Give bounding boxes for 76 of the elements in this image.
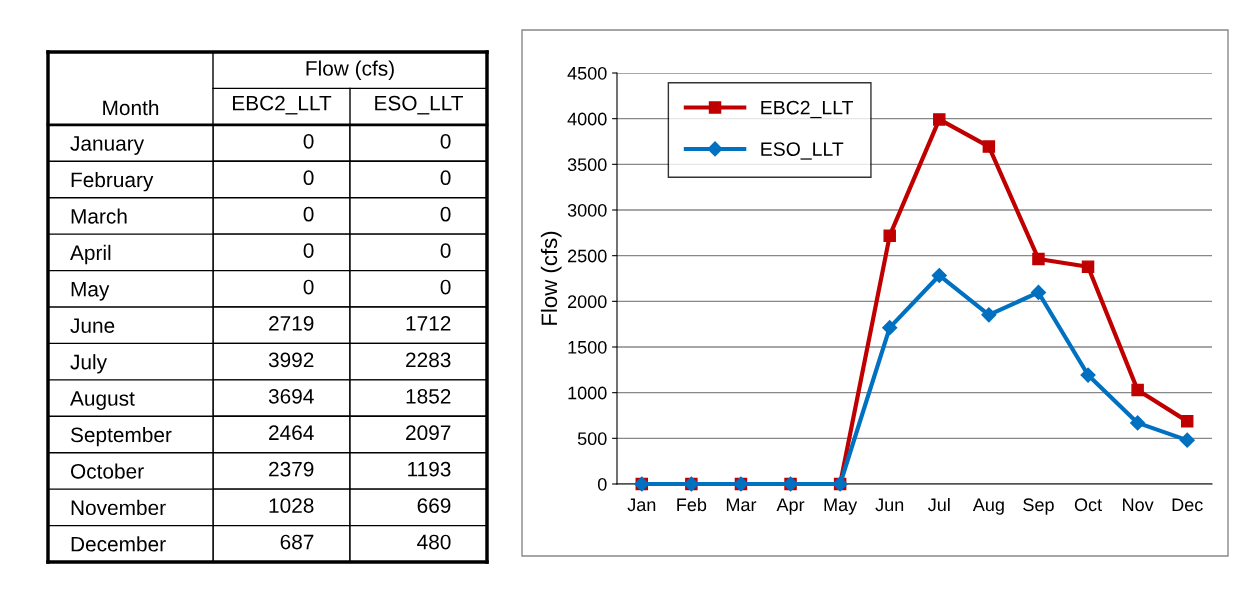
data-label: 0 [440,243,451,258]
point [1080,367,1096,383]
point [882,320,898,336]
x-tick-label: Nov [1123,498,1154,512]
data-label: 687 [280,534,314,550]
x-tick-label: Oct [1074,498,1102,512]
x-tick-label: Sep [1023,498,1054,515]
y-tick-label: 500 [577,432,607,446]
legend-label: ESO_LLT [761,142,844,160]
point [933,113,946,126]
y-tick-label: February [71,171,154,192]
data-label: 669 [417,498,451,513]
data-label: 480 [417,534,451,550]
point [883,229,896,242]
y-tick-label: 4000 [567,112,607,126]
y-tick-label: 3500 [567,158,607,172]
y-tick-label: July [70,354,108,374]
y-tick-label: March [71,208,127,224]
data-label: 1193 [408,461,451,477]
point [1131,383,1144,397]
y-tick-label: December [71,536,166,552]
point [1030,284,1047,301]
y-tick-label: January [70,136,145,155]
y-tick-label: June [70,318,115,333]
x-tick-label: May [824,498,858,515]
x-tick-label: Mar [726,498,757,512]
data-label: 0 [440,279,451,295]
data-label: 2464 [269,425,314,441]
data-label: 0 [303,133,314,149]
x-tick-label: Jun [875,498,904,512]
data-label: 1028 [269,498,314,513]
x-tick-label: Apr [776,498,805,515]
data-label: 0 [303,170,314,186]
point [1081,260,1095,273]
data-label: 0 [440,206,451,222]
data-label: 3694 [268,388,314,404]
y-tick-label: 1000 [568,386,607,400]
data-label: 0 [440,133,451,149]
y-tick-label: May [71,282,110,301]
y-tick-label: November [71,499,166,516]
y-axis-title: Flow (cfs) [540,231,562,325]
data-label: 0 [303,243,314,258]
x-tick-label: Aug [972,498,1004,515]
x-tick-label: Jan [627,498,656,512]
x-tick-label: Feb [677,497,707,512]
data-label: 2719 [269,316,314,331]
point [931,267,947,284]
y-tick-label: 1500 [568,340,607,354]
data-label: 0 [303,279,314,295]
y-tick-label: 4500 [567,66,607,80]
y-tick-label: October [70,463,144,479]
point [982,140,996,153]
point [981,307,997,323]
y-tick-label: 0 [597,477,607,491]
y-tick-label: August [70,391,135,410]
x-tick-label: Dec [1172,498,1203,512]
y-axis-title: Month [103,99,159,116]
y-tick-label: 3000 [567,203,607,217]
x-tick-label: Jul [928,497,950,512]
data-label: 0 [440,170,451,186]
point [1180,415,1194,428]
y-tick-label: September [70,426,172,447]
y-tick-label: 2500 [568,249,607,263]
data-label: 1712 [406,316,451,331]
y-tick-label: 2000 [568,295,607,309]
chart-title: Flow (cfs) [306,60,394,80]
point [1179,432,1195,448]
point [1032,252,1045,266]
point [1130,415,1146,431]
data-label: 0 [303,206,314,222]
data-label: 2097 [406,425,451,441]
data-label: 1852 [406,388,451,404]
data-label: 2283 [406,352,451,368]
data-label: 3992 [268,352,314,368]
data-label: 2379 [269,461,314,477]
y-tick-label: April [70,244,111,265]
